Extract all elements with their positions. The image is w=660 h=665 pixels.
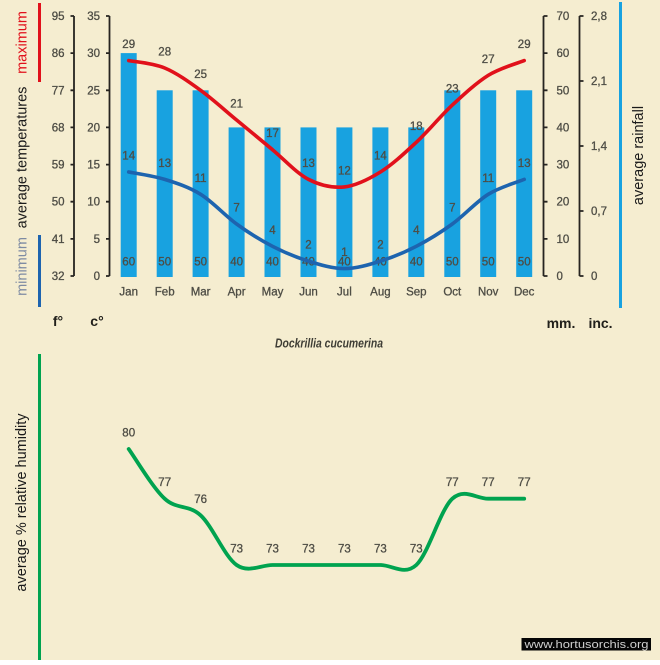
svg-text:77: 77 — [158, 477, 171, 489]
svg-text:13: 13 — [302, 158, 315, 170]
svg-text:60: 60 — [122, 257, 135, 269]
svg-text:68: 68 — [52, 122, 65, 134]
svg-text:27: 27 — [482, 54, 495, 66]
svg-text:95: 95 — [52, 11, 65, 23]
svg-text:7: 7 — [233, 203, 239, 215]
svg-text:f°: f° — [53, 313, 63, 329]
svg-text:Aug: Aug — [370, 287, 390, 299]
svg-text:Dec: Dec — [514, 287, 535, 299]
svg-text:14: 14 — [122, 151, 135, 163]
svg-text:minimum: minimum — [15, 237, 31, 296]
svg-text:41: 41 — [52, 234, 65, 246]
svg-text:60: 60 — [557, 48, 570, 60]
svg-text:59: 59 — [52, 160, 65, 172]
svg-text:2,1: 2,1 — [591, 76, 607, 88]
svg-text:35: 35 — [87, 11, 100, 23]
svg-text:May: May — [262, 287, 284, 299]
svg-text:inc.: inc. — [588, 315, 612, 331]
svg-text:50: 50 — [518, 257, 531, 269]
svg-text:86: 86 — [52, 48, 65, 60]
svg-text:40: 40 — [230, 257, 243, 269]
svg-text:21: 21 — [230, 99, 243, 111]
svg-text:maximum: maximum — [15, 11, 31, 74]
svg-text:80: 80 — [122, 428, 135, 440]
svg-text:average rainfall: average rainfall — [631, 106, 647, 205]
svg-text:Dockrillia cucumerina: Dockrillia cucumerina — [275, 336, 383, 351]
svg-text:28: 28 — [158, 47, 171, 59]
svg-text:0: 0 — [557, 271, 563, 283]
svg-text:1: 1 — [341, 247, 347, 259]
svg-text:76: 76 — [194, 494, 207, 506]
svg-text:77: 77 — [518, 477, 531, 489]
svg-text:2: 2 — [377, 240, 383, 252]
svg-text:40: 40 — [557, 122, 570, 134]
svg-text:Oct: Oct — [443, 287, 462, 299]
svg-text:mm.: mm. — [547, 315, 576, 331]
svg-text:Feb: Feb — [155, 287, 175, 299]
svg-text:2,8: 2,8 — [591, 11, 607, 23]
svg-text:50: 50 — [194, 257, 207, 269]
svg-text:4: 4 — [269, 225, 276, 237]
svg-text:average temperatures: average temperatures — [15, 87, 31, 229]
svg-text:14: 14 — [374, 151, 387, 163]
svg-text:0: 0 — [94, 271, 100, 283]
svg-text:Mar: Mar — [191, 287, 211, 299]
svg-text:32: 32 — [52, 271, 65, 283]
svg-text:13: 13 — [158, 158, 171, 170]
svg-text:73: 73 — [338, 544, 351, 556]
svg-text:5: 5 — [94, 234, 100, 246]
svg-text:11: 11 — [195, 173, 207, 185]
svg-text:73: 73 — [410, 544, 423, 556]
svg-text:12: 12 — [338, 165, 351, 177]
svg-text:73: 73 — [266, 544, 279, 556]
svg-text:40: 40 — [338, 257, 351, 269]
svg-text:73: 73 — [374, 544, 387, 556]
svg-text:10: 10 — [87, 197, 100, 209]
svg-text:73: 73 — [302, 544, 315, 556]
svg-text:18: 18 — [410, 121, 423, 133]
svg-text:7: 7 — [449, 203, 455, 215]
svg-text:Jun: Jun — [299, 287, 318, 299]
svg-text:www.hortusorchis.org: www.hortusorchis.org — [523, 639, 648, 651]
svg-text:50: 50 — [52, 197, 65, 209]
svg-text:20: 20 — [87, 122, 100, 134]
svg-text:Apr: Apr — [228, 287, 246, 299]
svg-text:Jul: Jul — [337, 287, 352, 299]
svg-text:77: 77 — [52, 85, 65, 97]
svg-text:50: 50 — [482, 257, 495, 269]
svg-text:29: 29 — [122, 39, 135, 51]
svg-text:1,4: 1,4 — [591, 141, 608, 153]
svg-text:40: 40 — [410, 257, 423, 269]
svg-text:50: 50 — [158, 257, 171, 269]
svg-text:30: 30 — [557, 160, 570, 172]
svg-text:77: 77 — [482, 477, 495, 489]
svg-text:2: 2 — [305, 240, 311, 252]
svg-text:50: 50 — [557, 85, 570, 97]
svg-text:13: 13 — [518, 158, 531, 170]
svg-text:20: 20 — [557, 197, 570, 209]
svg-text:77: 77 — [446, 477, 459, 489]
svg-text:10: 10 — [557, 234, 570, 246]
svg-text:Sep: Sep — [406, 287, 426, 299]
svg-text:73: 73 — [230, 544, 243, 556]
svg-text:50: 50 — [446, 257, 459, 269]
svg-text:4: 4 — [413, 225, 420, 237]
svg-text:Jan: Jan — [119, 287, 138, 299]
svg-text:11: 11 — [482, 173, 494, 185]
svg-text:25: 25 — [194, 69, 207, 81]
svg-text:15: 15 — [87, 160, 100, 172]
svg-text:30: 30 — [87, 48, 100, 60]
svg-text:0,7: 0,7 — [591, 206, 607, 218]
svg-text:25: 25 — [87, 85, 100, 97]
svg-text:c°: c° — [90, 313, 103, 329]
svg-text:70: 70 — [557, 11, 570, 23]
svg-text:average % relative humidity: average % relative humidity — [14, 413, 30, 592]
svg-text:17: 17 — [266, 128, 279, 140]
svg-text:Nov: Nov — [478, 287, 499, 299]
svg-text:23: 23 — [446, 84, 459, 96]
svg-text:40: 40 — [266, 257, 279, 269]
svg-text:29: 29 — [518, 39, 531, 51]
svg-text:0: 0 — [591, 271, 597, 283]
